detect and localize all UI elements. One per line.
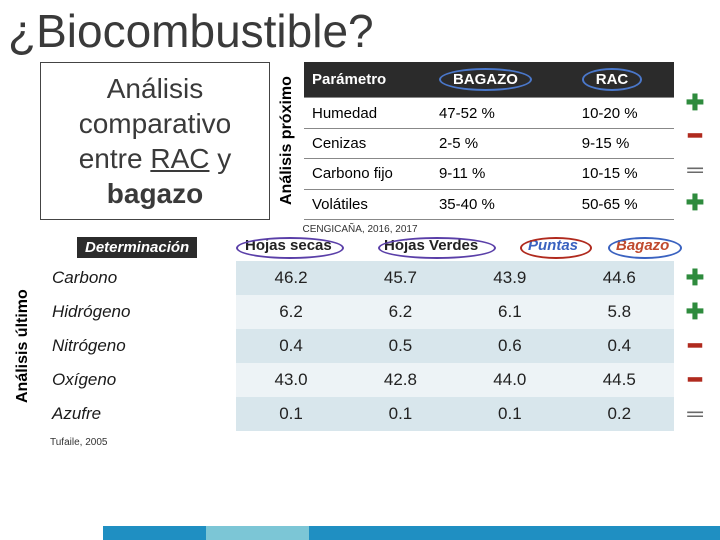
vlabel-ultimo: Análisis último xyxy=(12,261,34,431)
plus-icon: ✚ xyxy=(686,299,704,325)
plus-icon: ✚ xyxy=(686,90,704,116)
citation-bottom: Tufaile, 2005 xyxy=(0,431,720,448)
minus-icon: ━ xyxy=(688,333,701,359)
mid-header-labels: DeterminaciónHojas secasHojas VerdesPunt… xyxy=(0,237,720,261)
equal-icon: ═ xyxy=(687,157,703,183)
plus-icon: ✚ xyxy=(686,265,704,291)
citation-mid: CENGICAÑA, 2016, 2017 xyxy=(0,220,720,237)
minus-icon: ━ xyxy=(688,367,701,393)
symbol-column-top: ✚ ━ ═ ✚ xyxy=(680,62,710,220)
footer-color-bar xyxy=(0,526,720,540)
table-ultimo: Carbono46.245.743.944.6Hidrógeno6.26.26.… xyxy=(40,261,674,431)
equal-icon: ═ xyxy=(687,401,703,427)
top-section: Análisiscomparativoentre RAC ybagazo Aná… xyxy=(0,62,720,220)
minus-icon: ━ xyxy=(688,123,701,149)
symbol-column-bottom: ✚ ✚ ━ ━ ═ xyxy=(680,261,710,431)
bottom-section: Análisis último Carbono46.245.743.944.6H… xyxy=(0,261,720,431)
vlabel-proximo: Análisis próximo xyxy=(276,62,298,220)
compare-box: Análisiscomparativoentre RAC ybagazo xyxy=(40,62,270,220)
plus-icon: ✚ xyxy=(686,190,704,216)
table-proximo: ParámetroBAGAZORACHumedad47-52 %10-20 %C… xyxy=(304,62,674,220)
page-title: ¿Biocombustible? xyxy=(0,0,720,62)
